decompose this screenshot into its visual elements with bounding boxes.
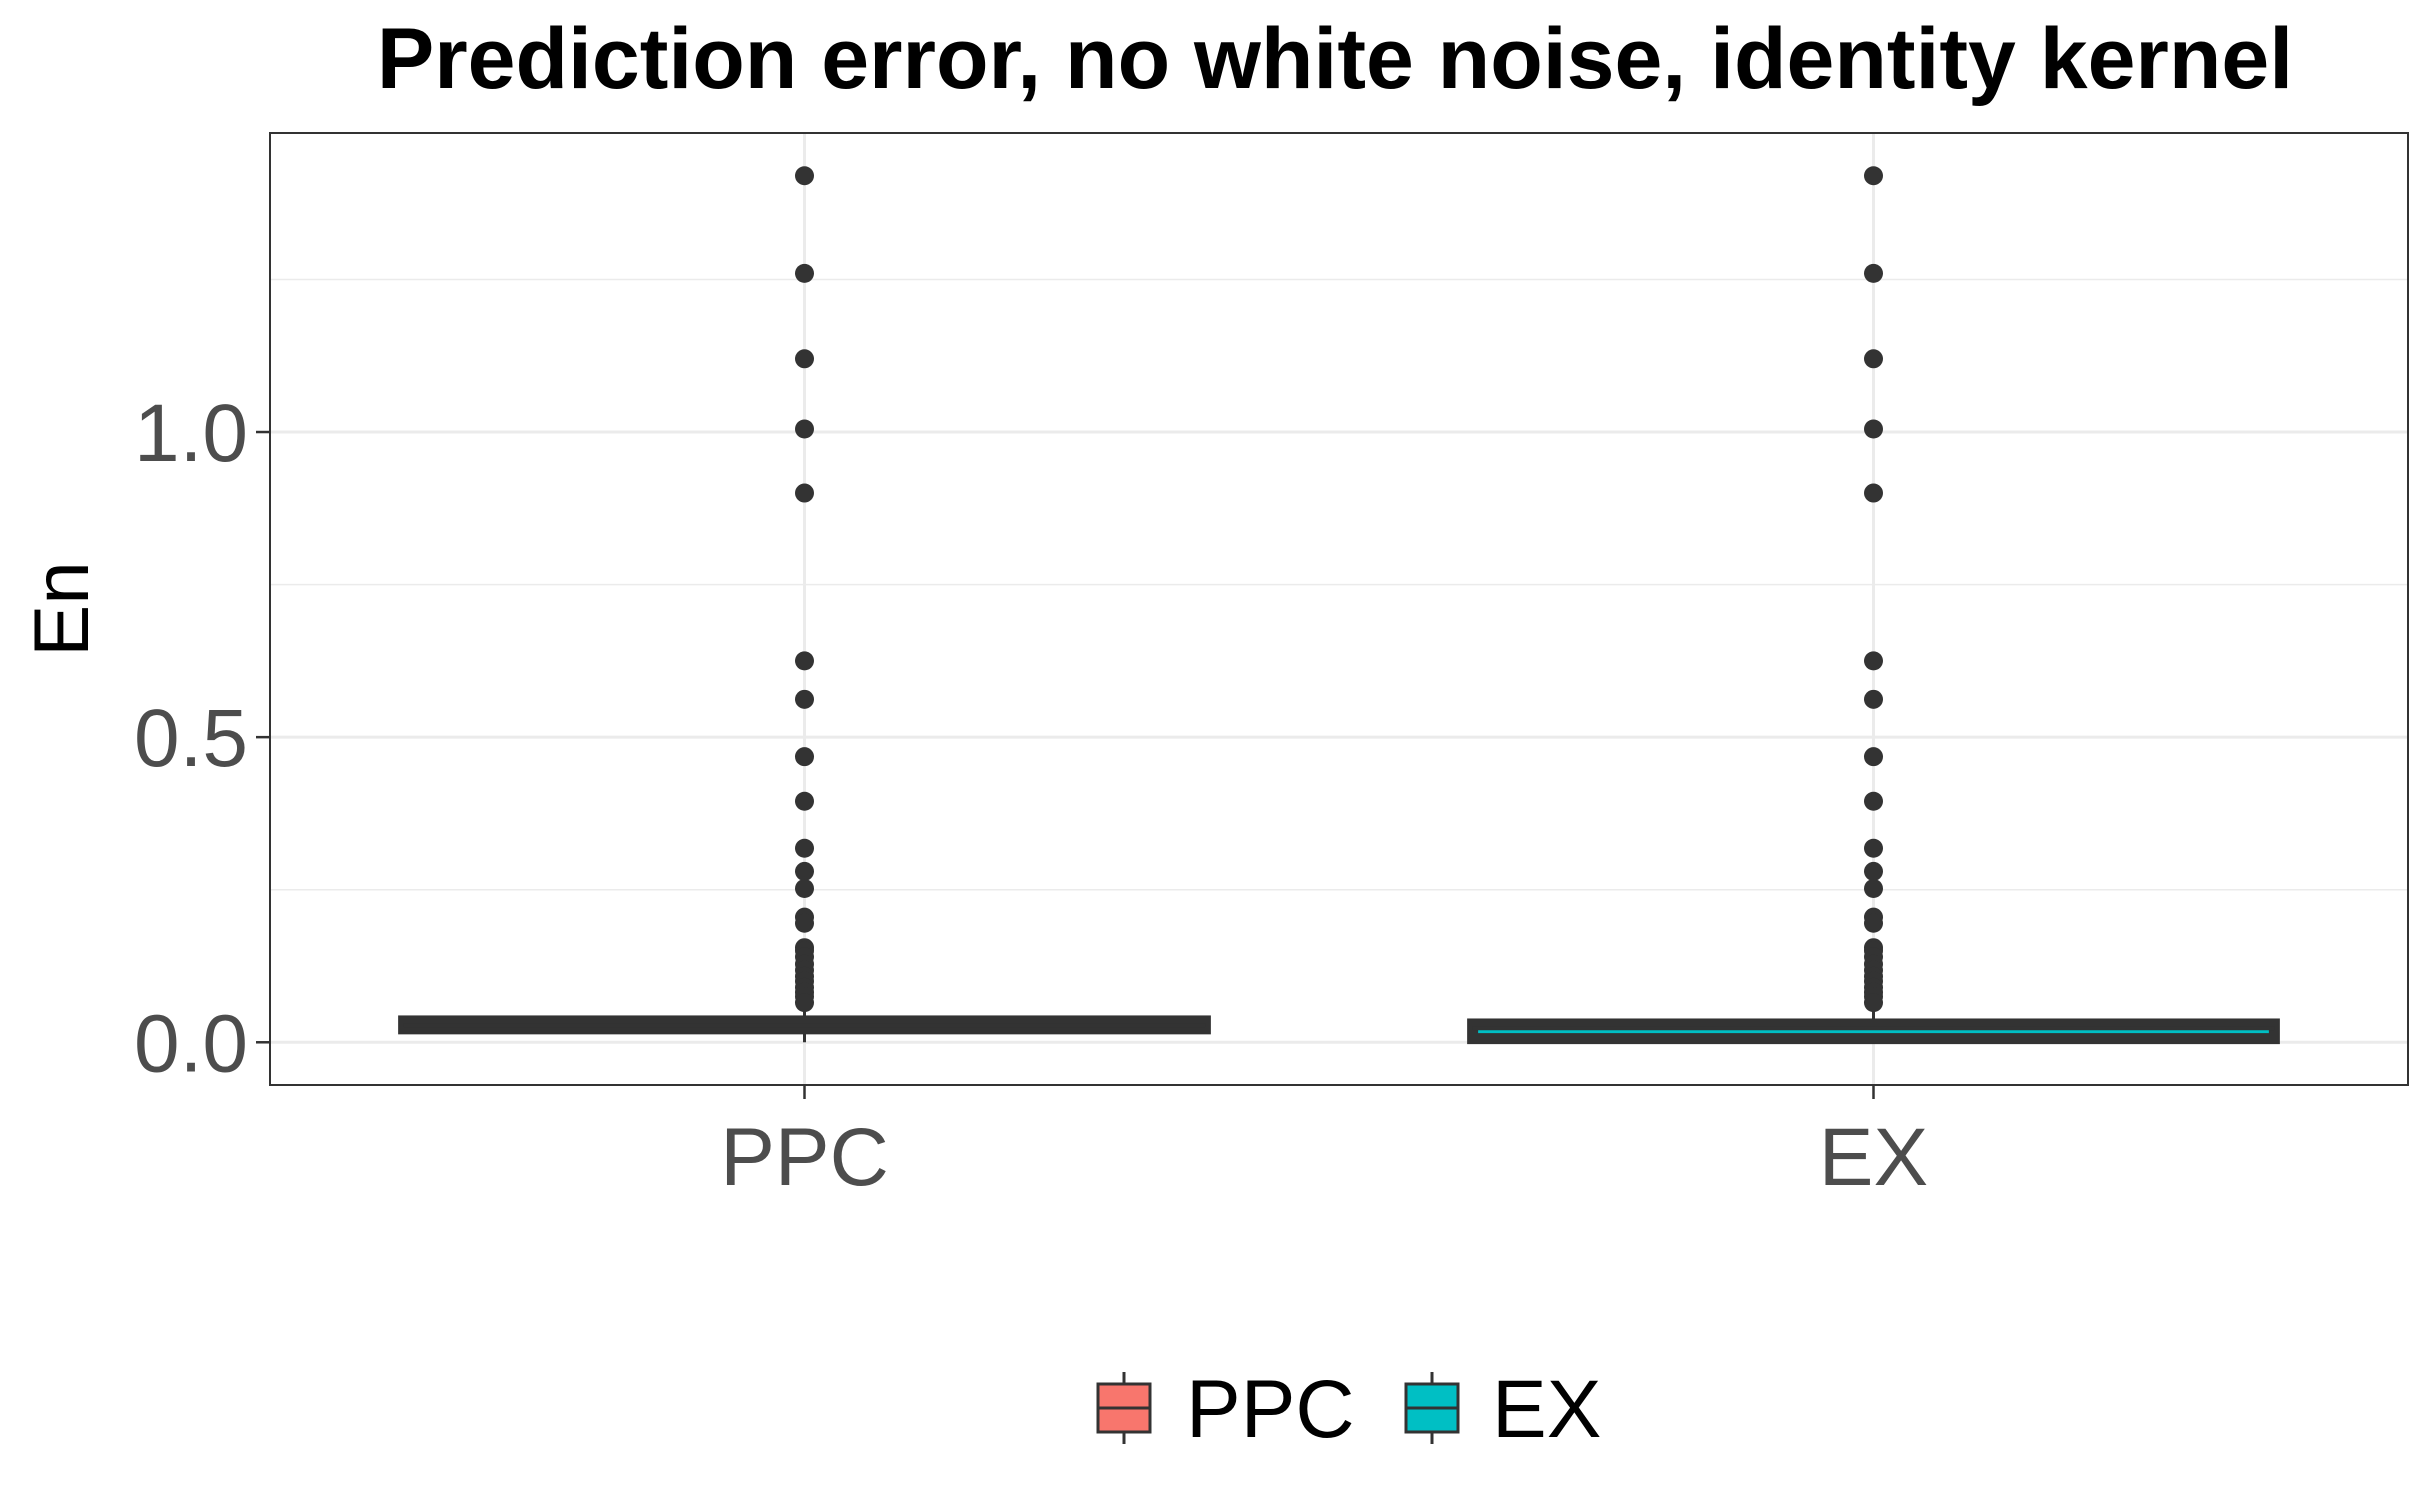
outlier-point: [1864, 747, 1883, 767]
legend-label: EX: [1492, 1364, 1601, 1455]
outlier-point: [1864, 651, 1883, 671]
chart-title: Prediction error, no white noise, identi…: [377, 11, 2293, 107]
y-axis: 0.0 0.5 1.0: [134, 388, 270, 1089]
y-tick-label: 1.0: [134, 388, 248, 479]
outlier-point: [795, 263, 814, 283]
outlier-point: [795, 878, 814, 898]
outlier-point: [1864, 263, 1883, 283]
y-tick-label: 0.0: [134, 998, 248, 1089]
outlier-point: [1864, 861, 1883, 881]
x-tick-label: PPC: [720, 1112, 889, 1203]
outlier-point: [1864, 349, 1883, 369]
outlier-point: [795, 483, 814, 503]
legend: PPC EX: [1096, 1364, 1601, 1455]
outlier-point: [1864, 483, 1883, 503]
outlier-point: [795, 993, 814, 1013]
outlier-point: [795, 651, 814, 671]
outlier-point: [1864, 791, 1883, 811]
panel-border: [269, 132, 2409, 1086]
outlier-point: [1864, 689, 1883, 709]
box-ex: [1467, 166, 2280, 1045]
outlier-point: [795, 166, 814, 186]
outlier-point: [795, 419, 814, 439]
outlier-point: [1864, 878, 1883, 898]
outlier-point: [795, 349, 814, 369]
outlier-point: [1864, 913, 1883, 933]
boxes-layer: [398, 166, 2280, 1045]
x-tick-label: EX: [1819, 1112, 1928, 1203]
x-axis: PPC EX: [720, 1085, 1928, 1203]
box-rect: [1467, 1018, 2280, 1045]
outlier-point: [1864, 993, 1883, 1013]
outlier-point: [795, 861, 814, 881]
y-axis-title: En: [17, 561, 105, 656]
outlier-point: [1864, 838, 1883, 858]
box-ppc: [398, 166, 1211, 1043]
outlier-point: [1864, 419, 1883, 439]
outlier-point: [1864, 166, 1883, 186]
outlier-point: [795, 838, 814, 858]
outlier-point: [795, 747, 814, 767]
y-tick-label: 0.5: [134, 693, 248, 784]
legend-item-ppc: PPC: [1096, 1364, 1355, 1455]
legend-item-ex: EX: [1404, 1364, 1601, 1455]
outlier-point: [795, 791, 814, 811]
legend-label: PPC: [1186, 1364, 1355, 1455]
plot-panel: [270, 133, 2408, 1085]
outlier-point: [795, 913, 814, 933]
outlier-point: [795, 689, 814, 709]
